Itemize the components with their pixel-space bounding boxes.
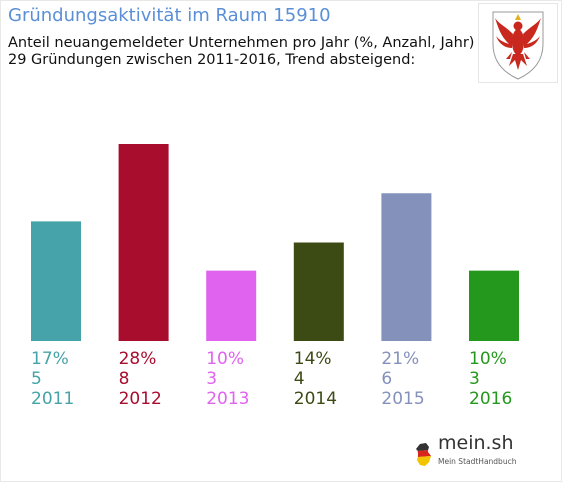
year-label-2013: 2013 bbox=[206, 389, 249, 409]
count-label-2014: 4 bbox=[294, 369, 305, 389]
year-label-2016: 2016 bbox=[469, 389, 512, 409]
bar-2016 bbox=[469, 270, 519, 341]
bar-2012 bbox=[118, 144, 169, 341]
subtitle-line-1: Anteil neuangemeldeter Unternehmen pro J… bbox=[8, 35, 475, 51]
brand-logo[interactable]: mein.sh Mein StadtHandbuch bbox=[414, 432, 524, 474]
coat-of-arms bbox=[478, 3, 558, 83]
chart-subtitle: Anteil neuangemeldeter Unternehmen pro J… bbox=[8, 35, 474, 69]
count-label-2015: 6 bbox=[381, 369, 392, 389]
count-label-2012: 8 bbox=[119, 369, 130, 389]
germany-map-icon bbox=[416, 443, 431, 466]
year-label-2014: 2014 bbox=[294, 389, 337, 409]
year-label-2012: 2012 bbox=[119, 389, 162, 409]
percent-label-2011: 17% bbox=[31, 349, 69, 369]
bar-2011 bbox=[31, 221, 81, 341]
count-label-2013: 3 bbox=[206, 369, 217, 389]
year-label-2015: 2015 bbox=[381, 389, 424, 409]
year-label-2011: 2011 bbox=[31, 389, 74, 409]
percent-label-2015: 21% bbox=[381, 349, 419, 369]
bar-2015 bbox=[381, 193, 432, 341]
percent-label-2013: 10% bbox=[206, 349, 244, 369]
percent-label-2012: 28% bbox=[119, 349, 157, 369]
brandenburg-eagle-icon bbox=[492, 11, 544, 80]
chart-title: Gründungsaktivität im Raum 15910 bbox=[8, 5, 331, 26]
percent-label-2016: 10% bbox=[469, 349, 507, 369]
bar-2013 bbox=[206, 270, 257, 341]
percent-label-2014: 14% bbox=[294, 349, 332, 369]
bar-2014 bbox=[293, 242, 344, 341]
subtitle-line-2: 29 Gründungen zwischen 2011-2016, Trend … bbox=[8, 52, 416, 68]
logo-name: mein.sh bbox=[438, 432, 514, 454]
count-label-2011: 5 bbox=[31, 369, 42, 389]
logo-tagline: Mein StadtHandbuch bbox=[438, 457, 517, 466]
count-label-2016: 3 bbox=[469, 369, 480, 389]
